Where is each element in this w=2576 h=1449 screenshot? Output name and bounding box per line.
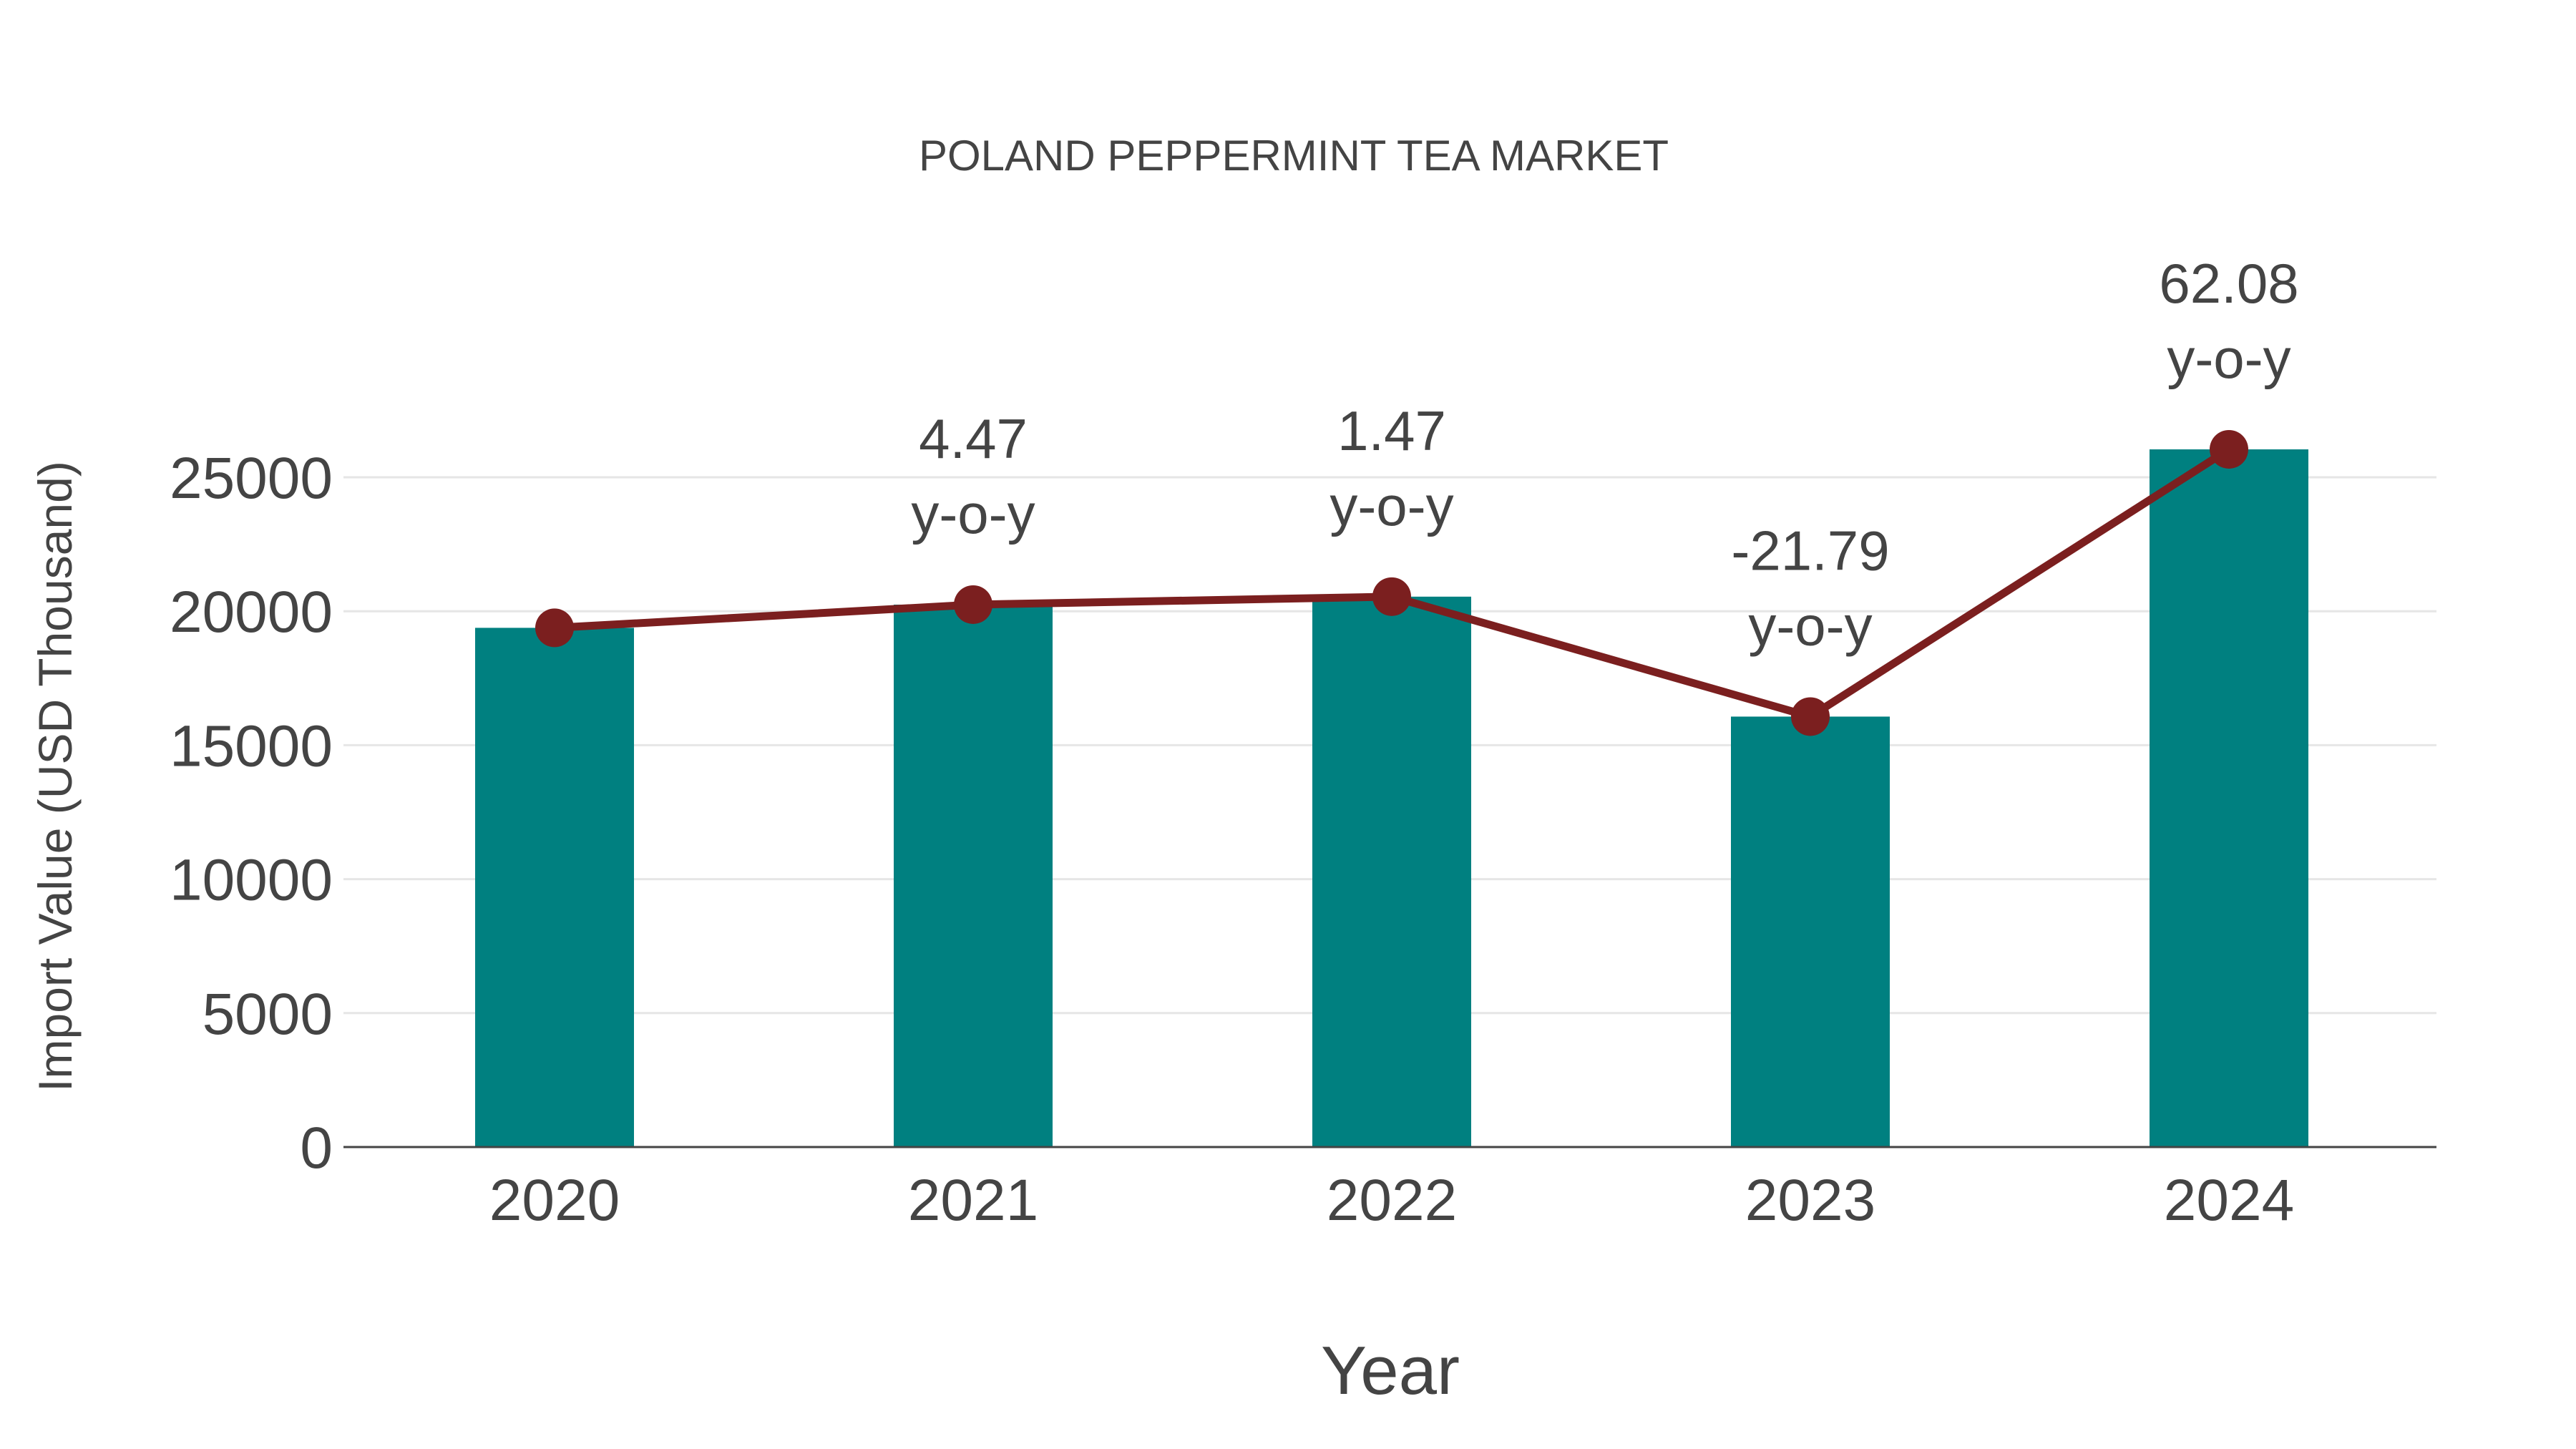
y-tick-label: 15000	[170, 713, 333, 779]
yoy-value: 1.47	[1337, 399, 1446, 462]
y-tick-label: 25000	[170, 446, 333, 511]
yoy-annotations: 4.47 y-o-y 1.47 y-o-y -21.79 y-o-y 62.08 y-o-y	[911, 252, 2298, 657]
bar-2023	[1731, 716, 1890, 1147]
bar-2021	[894, 604, 1053, 1147]
x-tick-label: 2023	[1745, 1168, 1875, 1233]
marker-2022	[1372, 577, 1411, 616]
y-axis-ticks: 0 5000 10000 15000 20000 25000	[170, 446, 333, 1181]
marker-2024	[2210, 429, 2248, 469]
y-tick-label: 10000	[170, 848, 333, 913]
x-tick-label: 2024	[2164, 1168, 2294, 1233]
yoy-suffix: y-o-y	[1330, 474, 1453, 537]
yoy-suffix: y-o-y	[1748, 594, 1872, 657]
chart-title: POLAND PEPPERMINT TEA MARKET	[919, 132, 1669, 180]
bars	[475, 449, 2308, 1147]
y-tick-label: 20000	[170, 580, 333, 645]
x-axis-title: Year	[1321, 1332, 1460, 1409]
yoy-suffix: y-o-y	[911, 482, 1035, 545]
x-tick-label: 2021	[908, 1168, 1038, 1233]
y-axis-title: Import Value (USD Thousand)	[29, 461, 82, 1092]
bar-2020	[475, 628, 634, 1147]
yoy-suffix: y-o-y	[2167, 327, 2290, 390]
x-tick-label: 2022	[1327, 1168, 1457, 1233]
y-tick-label: 5000	[203, 982, 333, 1047]
yoy-value: 62.08	[2159, 252, 2298, 315]
marker-2023	[1791, 697, 1830, 736]
marker-2021	[954, 585, 992, 624]
bar-2022	[1312, 596, 1471, 1147]
x-tick-label: 2020	[489, 1168, 620, 1233]
x-axis-ticks: 2020 2021 2022 2023 2024	[489, 1168, 2294, 1233]
marker-2020	[535, 608, 574, 648]
bar-2024	[2150, 449, 2308, 1147]
trend-line	[535, 429, 2248, 736]
y-tick-label: 0	[300, 1116, 333, 1181]
yoy-value: 4.47	[919, 407, 1028, 470]
yoy-value: -21.79	[1731, 519, 1889, 582]
